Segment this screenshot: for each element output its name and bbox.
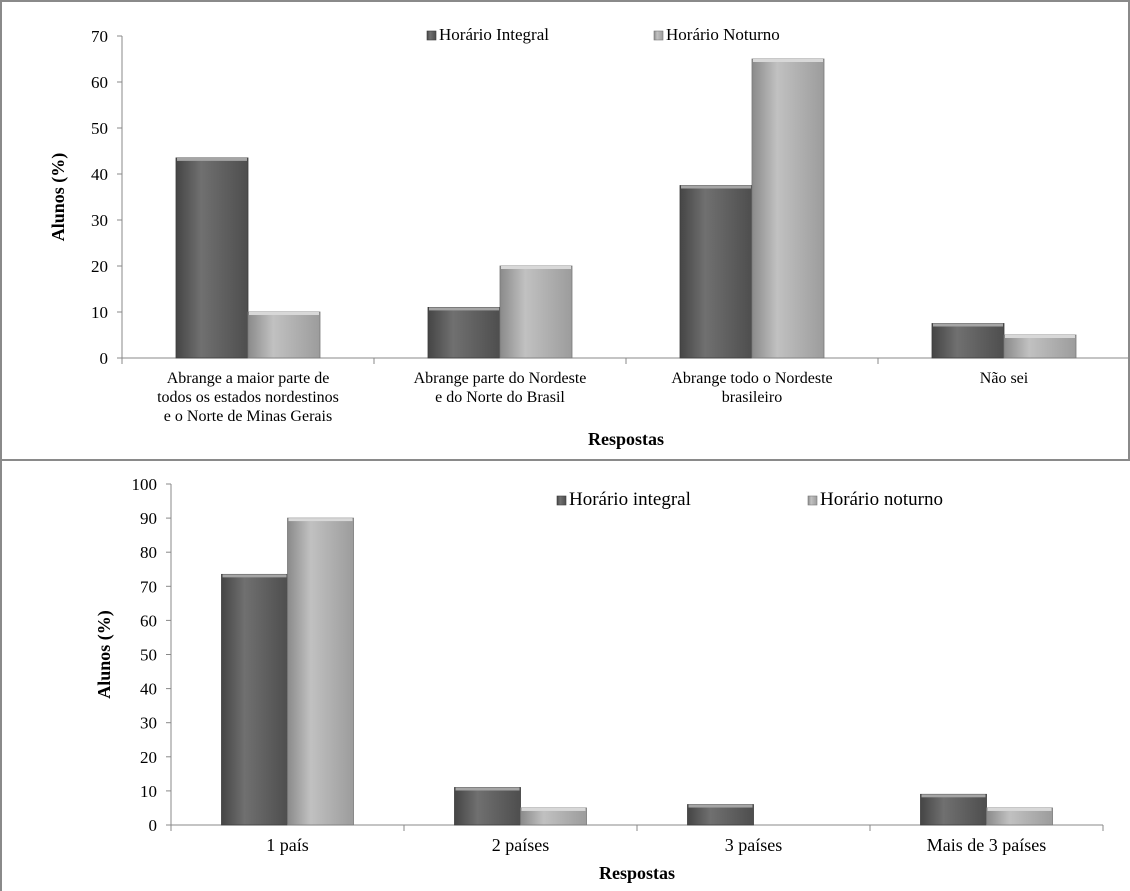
chart-panel-top: 0 10 20 30 40 50 60 70 Abrange a maior parte de t…: [0, 0, 1130, 461]
x-axis-title: Respostas: [588, 429, 664, 449]
bar-top-highlight: [921, 794, 986, 798]
x-category-label-line: e o Norte de Minas Gerais: [164, 408, 332, 425]
y-tick-label: 0: [100, 349, 109, 368]
x-category-label-line: 1 país: [266, 835, 309, 855]
bar-top-highlight: [288, 518, 353, 522]
legend-label: Horário Noturno: [666, 25, 780, 44]
x-category-label-line: Abrange a maior parte de: [167, 370, 330, 387]
bar-top-highlight: [1005, 335, 1075, 338]
y-tick-label: 40: [91, 165, 108, 184]
y-tick-label: 70: [140, 577, 157, 596]
x-category-label: Abrange a maior parte de todos os estados…: [157, 370, 339, 425]
legend-swatch: [426, 30, 437, 41]
bar-series-1: [427, 306, 501, 359]
y-axis-title: Alunos (%): [48, 153, 69, 242]
y-tick-label: 70: [91, 27, 108, 46]
bar-series-1: [931, 323, 1005, 359]
x-category-label: Não sei: [980, 370, 1029, 387]
y-tick-label: 50: [140, 646, 157, 665]
y-tick-label: 20: [91, 257, 108, 276]
y-axis-title: Alunos (%): [94, 610, 115, 699]
x-category-label: Mais de 3 países: [927, 835, 1046, 855]
x-category-label: Abrange todo o Nordeste brasileiro: [671, 370, 832, 406]
bar-series-1: [175, 157, 249, 359]
x-category-label-line: todos os estados nordestinos: [157, 389, 339, 406]
bar-top-highlight: [222, 574, 287, 578]
x-category-label-line: 3 países: [725, 835, 783, 855]
bar-top-highlight: [521, 807, 586, 811]
bar-series-1: [454, 787, 521, 826]
bar-chart-countries: 0 10 20 30 40 50 60 70 80 90 100 1 país 2 países 3 pa…: [94, 475, 1104, 883]
x-category-label-line: Mais de 3 países: [927, 835, 1046, 855]
y-tick-label: 10: [140, 782, 157, 801]
bar-top-highlight: [177, 157, 247, 161]
bar-top-highlight: [249, 312, 319, 315]
legend-swatch: [556, 495, 567, 506]
x-axis-title: Respostas: [599, 863, 675, 883]
bar-series-1: [679, 185, 753, 359]
legend-label: Horário integral: [569, 489, 691, 510]
x-category-label: 3 países: [725, 835, 783, 855]
legend-label: Horário Integral: [439, 25, 549, 44]
y-tick-label: 50: [91, 119, 108, 138]
y-tick-label: 0: [149, 816, 158, 835]
y-tick-label: 30: [91, 211, 108, 230]
legend-label: Horário noturno: [820, 489, 943, 510]
bar-top-highlight: [933, 323, 1003, 327]
x-category-label-line: e do Norte do Brasil: [435, 389, 565, 406]
y-tick-label: 80: [140, 543, 157, 562]
x-category-label-line: Não sei: [980, 370, 1029, 387]
chart-panel-bottom: 0 10 20 30 40 50 60 70 80 90 100 1 país 2 países 3 pa…: [0, 461, 1130, 891]
bar-chart-regions: 0 10 20 30 40 50 60 70 Abrange a maior parte de t…: [48, 25, 1130, 449]
y-tick-label: 10: [91, 303, 108, 322]
bar-series-1: [221, 573, 288, 826]
bar-top-highlight: [501, 266, 571, 269]
y-tick-label: 90: [140, 509, 157, 528]
bar-top-highlight: [987, 807, 1052, 811]
legend-swatch: [807, 495, 818, 506]
bar-series-2: [287, 517, 354, 826]
bar-top-highlight: [688, 804, 753, 808]
bar-top-highlight: [681, 185, 751, 189]
bar-top-highlight: [429, 307, 499, 311]
x-category-label-line: 2 países: [492, 835, 550, 855]
x-category-label: 2 países: [492, 835, 550, 855]
bar-series-2: [247, 311, 321, 359]
bar-series-2: [1003, 334, 1077, 359]
bar-top-highlight: [753, 59, 823, 62]
y-tick-label: 100: [132, 475, 158, 494]
bar-top-highlight: [455, 787, 520, 791]
x-category-label: 1 país: [266, 835, 309, 855]
y-tick-label: 40: [140, 680, 157, 699]
bar-series-1: [920, 793, 987, 826]
legend-swatch: [653, 30, 664, 41]
bar-series-1: [687, 804, 754, 826]
y-tick-label: 20: [140, 748, 157, 767]
x-category-label: Abrange parte do Nordeste e do Norte do B…: [414, 370, 587, 406]
bar-series-2: [499, 265, 573, 359]
x-category-label-line: Abrange parte do Nordeste: [414, 370, 587, 387]
y-tick-label: 30: [140, 714, 157, 733]
x-category-label-line: brasileiro: [722, 389, 782, 406]
bar-series-2: [751, 58, 825, 359]
y-tick-label: 60: [140, 611, 157, 630]
x-category-label-line: Abrange todo o Nordeste: [671, 370, 832, 387]
y-tick-label: 60: [91, 73, 108, 92]
